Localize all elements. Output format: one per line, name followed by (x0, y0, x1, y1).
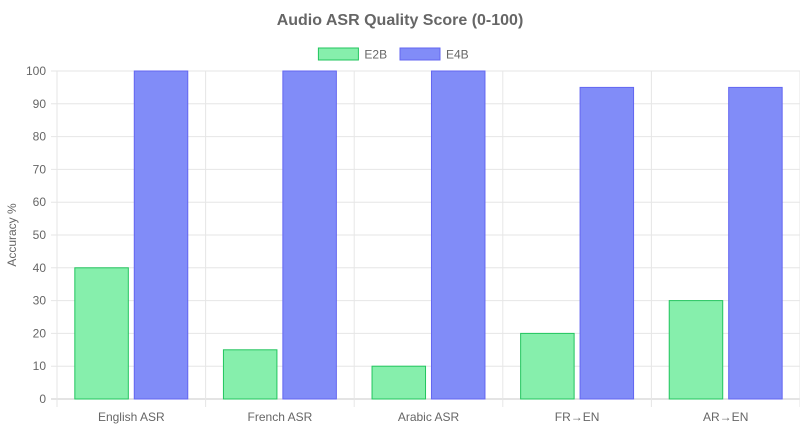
bars (74, 70, 783, 400)
bar-e4b (430, 70, 486, 400)
bar-e2b (74, 267, 129, 400)
y-tick-label: 10 (33, 359, 47, 373)
bar-e2b (520, 332, 575, 400)
y-tick-label: 40 (33, 261, 47, 275)
chart-title: Audio ASR Quality Score (0-100) (277, 12, 524, 29)
y-axis-label: Accuracy % (5, 203, 19, 267)
x-tick-label: AR→EN (703, 410, 748, 424)
x-tick-label: FR→EN (555, 410, 600, 424)
y-tick-label: 60 (33, 195, 47, 209)
axes: 0 10 20 30 40 50 60 70 80 90 100 English ASR French … (26, 64, 748, 424)
bar-e4b (728, 86, 783, 400)
bar-e2b (222, 349, 278, 400)
legend-swatch (399, 47, 441, 61)
x-tick-label: French ASR (248, 410, 313, 424)
y-tick-label: 20 (33, 326, 47, 340)
y-tick-label: 30 (33, 294, 47, 308)
y-tick-label: 80 (33, 130, 47, 144)
legend-swatch (317, 47, 359, 61)
x-tick-label: Arabic ASR (398, 410, 460, 424)
bar-e4b (133, 70, 189, 400)
bar-e4b (579, 86, 635, 400)
y-tick-label: 70 (33, 162, 47, 176)
y-tick-label: 90 (33, 97, 47, 111)
legend-label: E4B (446, 48, 469, 62)
chart-legend: E2B E4B (317, 47, 469, 62)
y-tick-label: 100 (26, 64, 46, 78)
bar-e2b (371, 365, 427, 400)
y-tick-label: 0 (39, 392, 46, 406)
bar-e4b (282, 70, 337, 400)
y-tick-label: 50 (33, 228, 47, 242)
legend-label: E2B (364, 48, 387, 62)
bar-e2b (668, 300, 724, 400)
x-tick-label: English ASR (98, 410, 165, 424)
